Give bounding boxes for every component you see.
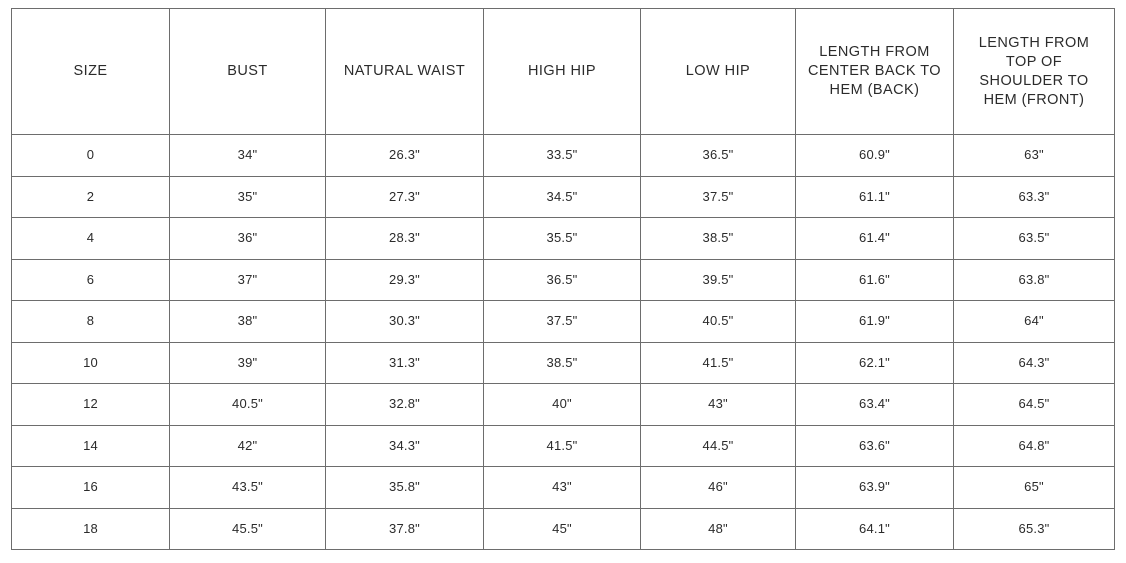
column-header-natural-waist: NATURAL WAIST [325,8,484,135]
cell-low-hip: 36.5" [640,134,796,177]
cell-low-hip: 46" [640,466,796,509]
cell-size: 6 [11,258,170,301]
cell-bust: 45.5" [169,507,326,550]
cell-high-hip: 40" [483,383,641,426]
cell-natural-waist: 30.3" [325,300,484,343]
cell-bust: 39" [169,341,326,384]
cell-bust: 36" [169,217,326,260]
table-row: 2 35" 27.3" 34.5" 37.5" 61.1" 63.3" [11,175,1115,218]
cell-natural-waist: 35.8" [325,466,484,509]
cell-length-top-shoulder: 65.3" [953,507,1115,550]
header-row: SIZE BUST NATURAL WAIST HIGH HIP LOW HIP… [11,8,1115,135]
cell-low-hip: 39.5" [640,258,796,301]
cell-length-top-shoulder: 63" [953,134,1115,177]
cell-natural-waist: 34.3" [325,424,484,467]
cell-length-top-shoulder: 63.3" [953,175,1115,218]
cell-natural-waist: 31.3" [325,341,484,384]
cell-length-center-back: 61.6" [795,258,954,301]
cell-bust: 35" [169,175,326,218]
cell-bust: 37" [169,258,326,301]
cell-size: 10 [11,341,170,384]
cell-bust: 34" [169,134,326,177]
cell-natural-waist: 26.3" [325,134,484,177]
column-header-length-top-shoulder-to-hem: LENGTH FROM TOP OF SHOULDER TO HEM (FRON… [953,8,1115,135]
cell-natural-waist: 29.3" [325,258,484,301]
cell-length-center-back: 61.1" [795,175,954,218]
cell-bust: 40.5" [169,383,326,426]
table-row: 12 40.5" 32.8" 40" 43" 63.4" 64.5" [11,383,1115,426]
cell-natural-waist: 27.3" [325,175,484,218]
cell-low-hip: 43" [640,383,796,426]
cell-length-center-back: 63.6" [795,424,954,467]
cell-high-hip: 35.5" [483,217,641,260]
table-row: 0 34" 26.3" 33.5" 36.5" 60.9" 63" [11,134,1115,177]
cell-size: 8 [11,300,170,343]
cell-length-center-back: 63.4" [795,383,954,426]
cell-natural-waist: 28.3" [325,217,484,260]
column-header-length-center-back-to-hem: LENGTH FROM CENTER BACK TO HEM (BACK) [795,8,954,135]
cell-natural-waist: 37.8" [325,507,484,550]
cell-high-hip: 36.5" [483,258,641,301]
column-header-bust: BUST [169,8,326,135]
table-row: 14 42" 34.3" 41.5" 44.5" 63.6" 64.8" [11,424,1115,467]
cell-low-hip: 37.5" [640,175,796,218]
column-header-size: SIZE [11,8,170,135]
cell-high-hip: 43" [483,466,641,509]
cell-low-hip: 44.5" [640,424,796,467]
cell-length-center-back: 64.1" [795,507,954,550]
cell-length-top-shoulder: 64.8" [953,424,1115,467]
cell-length-center-back: 61.9" [795,300,954,343]
cell-length-center-back: 61.4" [795,217,954,260]
cell-high-hip: 38.5" [483,341,641,384]
cell-size: 2 [11,175,170,218]
cell-length-top-shoulder: 65" [953,466,1115,509]
cell-size: 0 [11,134,170,177]
cell-length-top-shoulder: 64.3" [953,341,1115,384]
cell-bust: 42" [169,424,326,467]
cell-length-top-shoulder: 64" [953,300,1115,343]
table-row: 18 45.5" 37.8" 45" 48" 64.1" 65.3" [11,507,1115,550]
table-row: 4 36" 28.3" 35.5" 38.5" 61.4" 63.5" [11,217,1115,260]
table-row: 10 39" 31.3" 38.5" 41.5" 62.1" 64.3" [11,341,1115,384]
cell-high-hip: 34.5" [483,175,641,218]
cell-size: 18 [11,507,170,550]
cell-high-hip: 33.5" [483,134,641,177]
cell-size: 4 [11,217,170,260]
size-chart-table: SIZE BUST NATURAL WAIST HIGH HIP LOW HIP… [11,8,1115,550]
column-header-low-hip: LOW HIP [640,8,796,135]
cell-low-hip: 40.5" [640,300,796,343]
cell-length-center-back: 62.1" [795,341,954,384]
cell-bust: 38" [169,300,326,343]
cell-high-hip: 45" [483,507,641,550]
cell-length-top-shoulder: 63.5" [953,217,1115,260]
table-body: 0 34" 26.3" 33.5" 36.5" 60.9" 63" 2 35" … [11,134,1115,550]
table-row: 8 38" 30.3" 37.5" 40.5" 61.9" 64" [11,300,1115,343]
cell-size: 12 [11,383,170,426]
cell-low-hip: 38.5" [640,217,796,260]
table-header: SIZE BUST NATURAL WAIST HIGH HIP LOW HIP… [11,8,1115,135]
cell-length-top-shoulder: 64.5" [953,383,1115,426]
cell-size: 16 [11,466,170,509]
cell-length-top-shoulder: 63.8" [953,258,1115,301]
cell-high-hip: 41.5" [483,424,641,467]
cell-length-center-back: 60.9" [795,134,954,177]
table-row: 6 37" 29.3" 36.5" 39.5" 61.6" 63.8" [11,258,1115,301]
table-row: 16 43.5" 35.8" 43" 46" 63.9" 65" [11,466,1115,509]
column-header-high-hip: HIGH HIP [483,8,641,135]
cell-size: 14 [11,424,170,467]
cell-low-hip: 41.5" [640,341,796,384]
cell-bust: 43.5" [169,466,326,509]
cell-length-center-back: 63.9" [795,466,954,509]
cell-high-hip: 37.5" [483,300,641,343]
cell-low-hip: 48" [640,507,796,550]
cell-natural-waist: 32.8" [325,383,484,426]
